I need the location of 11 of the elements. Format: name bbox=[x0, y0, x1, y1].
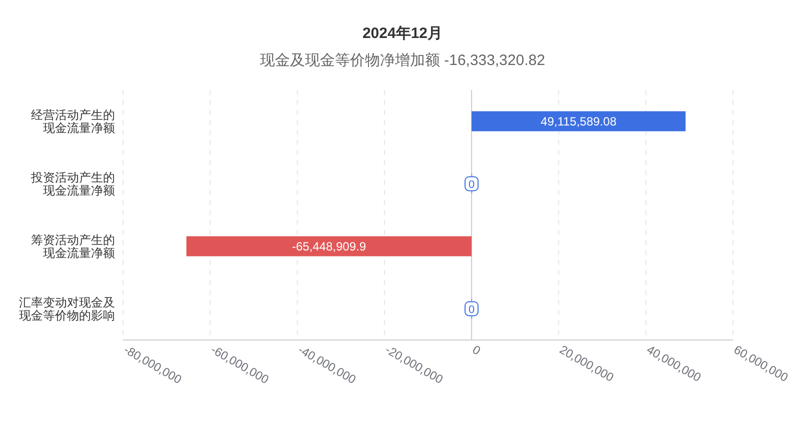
data-label: 49,115,589.08 bbox=[540, 114, 617, 128]
y-tick-label: 投资活动产生的现金流量净额 bbox=[30, 170, 115, 198]
data-label: -65,448,909.9 bbox=[292, 239, 366, 254]
x-tick-label: 0 bbox=[470, 342, 484, 358]
y-tick-label: 汇率变动对现金及现金等价物的影响 bbox=[19, 295, 115, 322]
y-tick-label: 筹资活动产生的现金流量净额 bbox=[31, 232, 115, 260]
chart-subtitle: 现金及现金等价物净增加额 -16,333,320.82 bbox=[260, 52, 546, 69]
data-label: 0 bbox=[468, 178, 475, 191]
data-label: 0 bbox=[468, 304, 475, 316]
chart-title: 2024年12月 bbox=[362, 25, 443, 42]
y-tick-label: 经营活动产生的现金流量净额 bbox=[31, 108, 115, 135]
